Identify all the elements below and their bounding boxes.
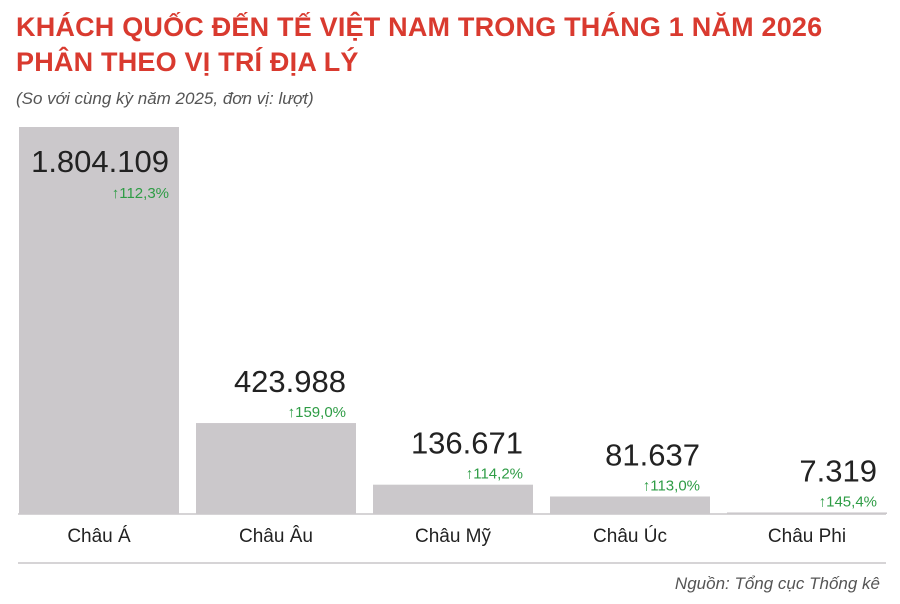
bar-value-label: 81.637	[605, 437, 700, 472]
bar-growth-label: ↑113,0%	[643, 477, 700, 494]
chart-subtitle: (So với cùng kỳ năm 2025, đơn vị: lượt)	[16, 89, 314, 108]
chart-title-line-1: KHÁCH QUỐC ĐẾN TẾ VIỆT NAM TRONG THÁNG 1…	[16, 12, 823, 42]
category-label: Châu Á	[67, 526, 131, 547]
bar	[19, 127, 179, 514]
bar-growth-label: ↑145,4%	[819, 493, 877, 510]
category-label: Châu Âu	[239, 525, 313, 547]
bar-growth-label: ↑159,0%	[288, 404, 346, 421]
bar-value-label: 7.319	[799, 453, 877, 488]
bar	[373, 484, 533, 514]
bar	[550, 496, 710, 514]
bar-growth-label: ↑114,2%	[466, 466, 523, 483]
source-note: Nguồn: Tổng cục Thống kê	[674, 574, 880, 593]
category-label: Châu Phi	[768, 526, 846, 547]
category-label: Châu Mỹ	[415, 526, 492, 547]
bar-value-label: 136.671	[411, 426, 523, 461]
bar	[727, 512, 887, 514]
bar-value-label: 423.988	[234, 364, 346, 399]
category-label: Châu Úc	[593, 525, 667, 547]
chart-title: KHÁCH QUỐC ĐẾN TẾ VIỆT NAM TRONG THÁNG 1…	[16, 10, 822, 80]
bar-growth-label: ↑112,3%	[112, 185, 169, 202]
bar	[196, 423, 356, 514]
bar-value-label: 1.804.109	[31, 144, 169, 179]
chart-title-line-2: PHÂN THEO VỊ TRÍ ĐỊA LÝ	[16, 47, 359, 77]
